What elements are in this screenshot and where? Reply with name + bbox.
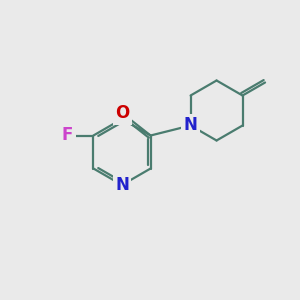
Text: O: O [116,104,130,122]
Text: F: F [62,127,73,145]
Text: N: N [115,176,129,194]
Text: N: N [184,116,197,134]
